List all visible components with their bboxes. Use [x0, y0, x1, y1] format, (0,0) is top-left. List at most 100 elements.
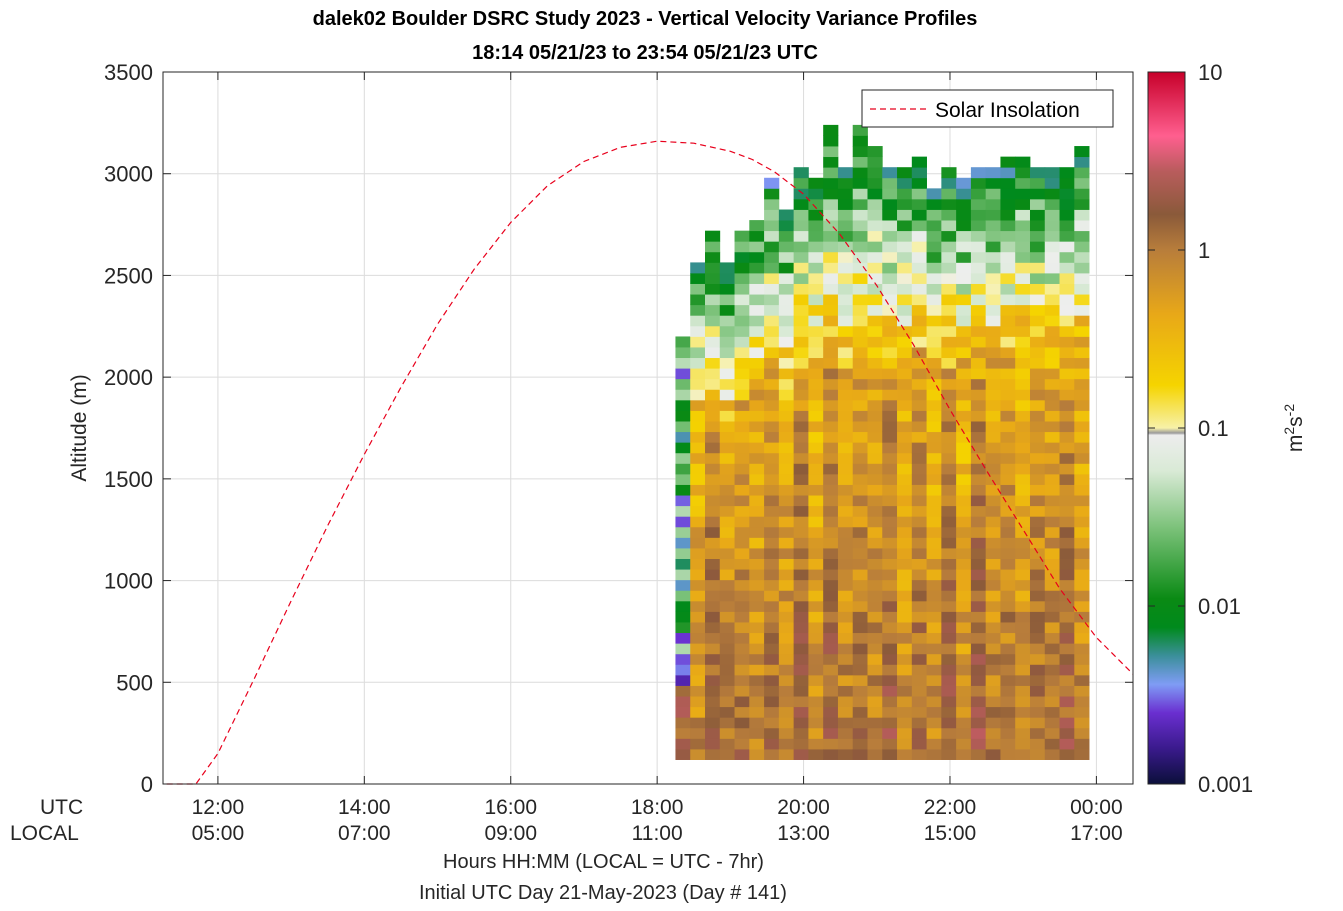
heatmap-cell	[1015, 537, 1031, 549]
heatmap-cell	[897, 696, 913, 708]
heatmap-cell	[956, 399, 972, 411]
heatmap-cell	[734, 368, 750, 380]
heatmap-cell	[1059, 484, 1075, 496]
heatmap-cell	[675, 579, 691, 591]
heatmap-cell	[764, 241, 780, 253]
heatmap-cell	[1059, 188, 1075, 200]
heatmap-cell	[985, 526, 1001, 538]
heatmap-cell	[1029, 410, 1046, 422]
heatmap-cell	[970, 569, 987, 581]
heatmap-cell	[808, 357, 824, 369]
heatmap-cell	[882, 749, 898, 760]
heatmap-cell	[1059, 304, 1075, 316]
heatmap-cell	[926, 241, 942, 253]
heatmap-cell	[1015, 410, 1031, 422]
heatmap-cell	[1074, 505, 1090, 517]
heatmap-cell	[897, 241, 913, 253]
heatmap-cell	[1059, 590, 1075, 602]
heatmap-cell	[852, 442, 868, 454]
heatmap-cell	[970, 674, 987, 686]
heatmap-cell	[970, 188, 987, 200]
heatmap-cell	[985, 611, 1001, 623]
heatmap-cell	[926, 315, 942, 327]
heatmap-cell	[823, 442, 839, 454]
heatmap-cell	[808, 177, 824, 189]
heatmap-cell	[690, 706, 706, 718]
heatmap-cell	[985, 516, 1001, 528]
heatmap-cell	[1059, 347, 1075, 359]
heatmap-cell	[985, 495, 1001, 507]
heatmap-cell	[867, 220, 883, 232]
heatmap-cell	[705, 347, 721, 359]
y-axis-label: Altitude (m)	[68, 374, 91, 481]
heatmap-cell	[867, 431, 883, 443]
heatmap-cell	[749, 378, 765, 390]
heatmap-cell	[764, 378, 780, 390]
heatmap-cell	[1000, 294, 1016, 306]
heatmap-cell	[1059, 664, 1075, 676]
heatmap-cell	[823, 198, 839, 210]
heatmap-cell	[705, 272, 721, 284]
heatmap-cell	[970, 463, 987, 475]
heatmap-cell	[705, 283, 721, 295]
heatmap-cell	[852, 431, 868, 443]
heatmap-cell	[1000, 368, 1016, 380]
heatmap-cell	[764, 569, 780, 581]
heatmap-cell	[749, 368, 765, 380]
heatmap-cell	[1044, 674, 1060, 686]
heatmap-cell	[1000, 357, 1016, 369]
y-tick-label-3: 1500	[104, 467, 153, 492]
heatmap-cell	[764, 188, 780, 200]
heatmap-cell	[764, 696, 780, 708]
heatmap-cell	[897, 484, 913, 496]
heatmap-cell	[837, 389, 854, 401]
heatmap-cell	[867, 537, 883, 549]
heatmap-cell	[911, 674, 927, 686]
heatmap-cell	[734, 421, 750, 433]
heatmap-cell	[897, 600, 913, 612]
heatmap-cell	[793, 558, 809, 570]
heatmap-cell	[1044, 452, 1060, 464]
heatmap-cell	[956, 315, 972, 327]
heatmap-cell	[852, 294, 868, 306]
heatmap-cell	[1044, 262, 1060, 274]
heatmap-cell	[882, 368, 898, 380]
heatmap-cell	[719, 505, 735, 517]
heatmap-cell	[926, 516, 942, 528]
heatmap-cell	[956, 579, 972, 591]
heatmap-cell	[1059, 632, 1075, 644]
heatmap-cell	[926, 674, 942, 686]
heatmap-cell	[705, 421, 721, 433]
heatmap-cell	[926, 347, 942, 359]
heatmap-cell	[911, 738, 927, 750]
heatmap-cell	[1044, 241, 1060, 253]
heatmap-cell	[749, 622, 765, 634]
heatmap-cell	[778, 262, 795, 274]
heatmap-cell	[941, 495, 957, 507]
heatmap-cell	[734, 590, 750, 602]
heatmap-cell	[837, 473, 854, 485]
heatmap-cell	[1044, 378, 1060, 390]
heatmap-cell	[749, 611, 765, 623]
heatmap-cell	[956, 558, 972, 570]
heatmap-cell	[882, 347, 898, 359]
heatmap-cell	[1029, 600, 1046, 612]
heatmap-cell	[1000, 653, 1016, 665]
heatmap-cell	[705, 696, 721, 708]
heatmap-cell	[985, 579, 1001, 591]
heatmap-cell	[1029, 230, 1046, 242]
heatmap-cell	[852, 516, 868, 528]
heatmap-cell	[956, 241, 972, 253]
heatmap-cell	[985, 632, 1001, 644]
heatmap-cell	[793, 209, 809, 221]
heatmap-cell	[837, 283, 854, 295]
heatmap-cell	[837, 632, 854, 644]
heatmap-cell	[749, 674, 765, 686]
heatmap-cell	[867, 738, 883, 750]
heatmap-cell	[956, 336, 972, 348]
heatmap-cell	[690, 548, 706, 559]
heatmap-cell	[764, 484, 780, 496]
heatmap-cell	[1029, 431, 1046, 443]
heatmap-cell	[808, 452, 824, 464]
heatmap-cell	[705, 674, 721, 686]
